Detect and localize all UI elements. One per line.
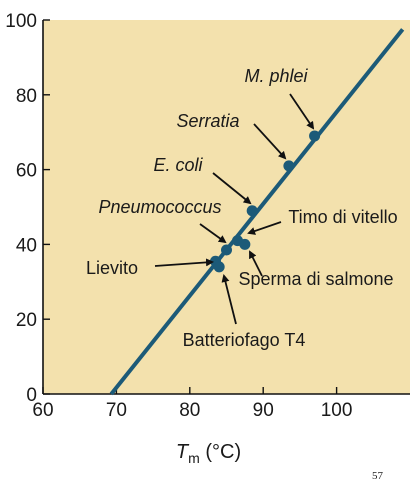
- label-timo-di-vitello: Timo di vitello: [288, 207, 397, 227]
- x-tick-label: 90: [253, 400, 274, 421]
- arrow-m-phlei: [289, 93, 315, 130]
- label-e-coli: E. coli: [153, 155, 203, 175]
- arrow-lievito: [154, 258, 214, 267]
- data-point-sperma-di-salmone: [239, 238, 251, 250]
- x-tick-label: 60: [32, 400, 53, 421]
- x-tick-label: 80: [179, 400, 200, 421]
- x-axis-label-main: T: [176, 441, 190, 463]
- y-tick-label: 60: [16, 161, 37, 182]
- plot-background: [43, 20, 410, 394]
- y-tick-label: 80: [16, 86, 37, 107]
- arrow-e-coli: [212, 172, 252, 205]
- page-number: 57: [372, 470, 383, 482]
- label-serratia: Serratia: [176, 111, 239, 131]
- data-point-pneumococcus: [221, 244, 232, 256]
- x-tick-label: 100: [321, 400, 353, 421]
- arrow-pneumococcus: [199, 223, 227, 244]
- x-axis-label-sub: m: [188, 450, 200, 466]
- data-point-m-phlei: [309, 130, 321, 142]
- label-lievito: Lievito: [86, 258, 138, 278]
- arrow-batteriofago-t4: [221, 274, 237, 325]
- data-point-e-coli: [246, 205, 258, 217]
- label-batteriofago-t4: Batteriofago T4: [183, 330, 306, 350]
- label-m-phlei: M. phlei: [244, 66, 308, 86]
- arrow-sperma-di-salmone: [249, 250, 263, 277]
- arrow-timo-di-vitello: [247, 221, 282, 235]
- y-tick-label: 100: [5, 11, 37, 32]
- x-axis-label-unit: (°C): [200, 441, 241, 463]
- x-axis-label: Tm (°C): [176, 441, 241, 466]
- data-point-serratia: [283, 160, 295, 172]
- y-tick-label: 40: [16, 235, 37, 256]
- arrow-serratia: [253, 123, 287, 160]
- data-point-batteriofago-t4: [213, 261, 225, 273]
- label-sperma-di-salmone: Sperma di salmone: [238, 269, 393, 289]
- x-tick-label: 70: [106, 400, 127, 421]
- label-pneumococcus: Pneumococcus: [98, 197, 221, 217]
- y-tick-label: 0: [26, 385, 37, 406]
- y-tick-label: 20: [16, 310, 37, 331]
